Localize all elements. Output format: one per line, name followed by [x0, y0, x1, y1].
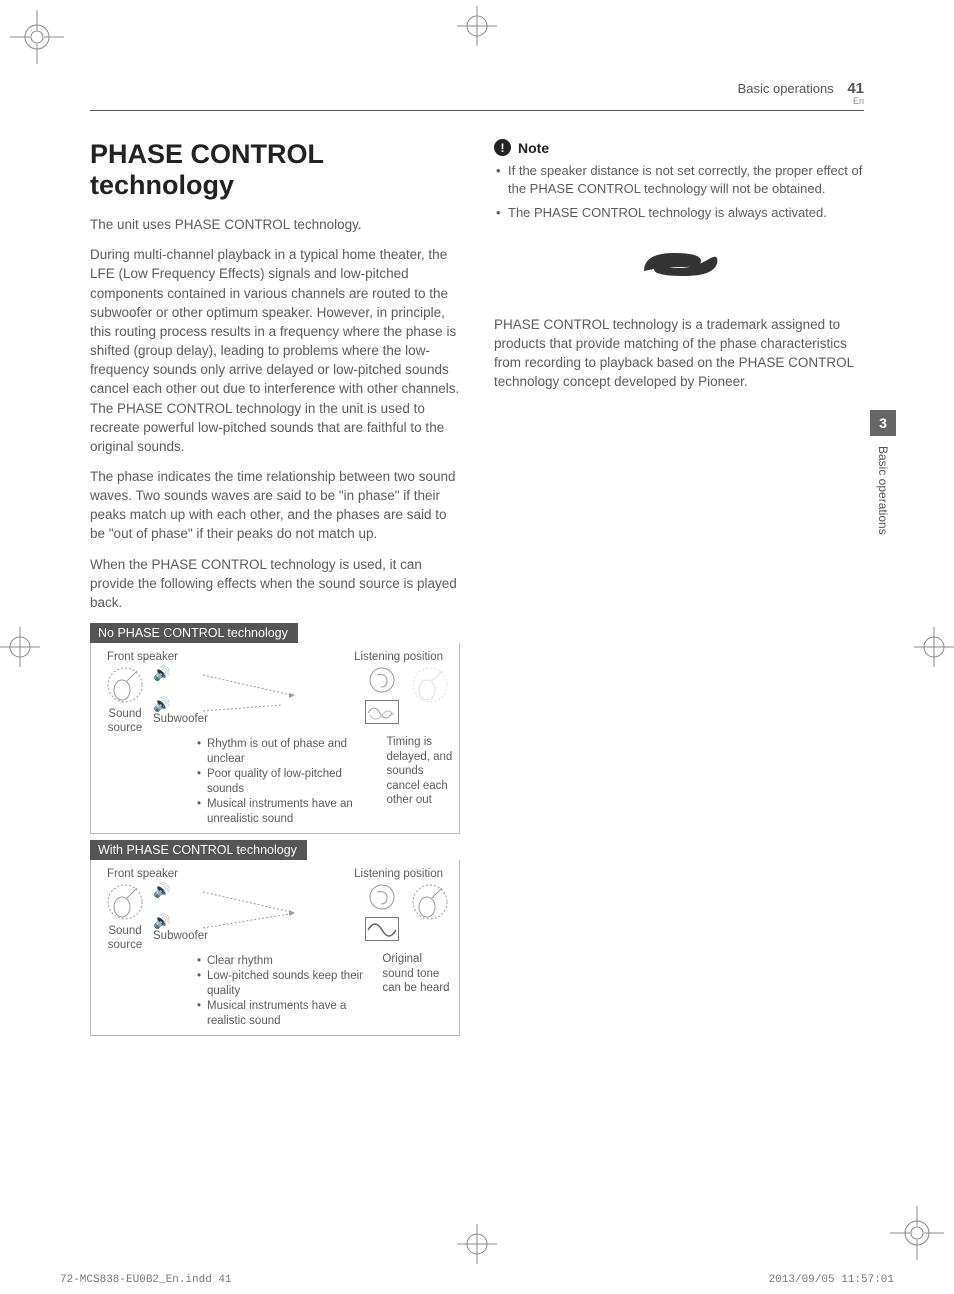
label-front-speaker-2: Front speaker	[107, 868, 178, 882]
header-lang: En	[90, 96, 864, 106]
phase-control-logo	[494, 241, 864, 291]
crop-mark-right	[914, 627, 954, 667]
wave-box-icon	[365, 700, 399, 724]
bullet: Musical instruments have a realistic sou…	[197, 999, 376, 1029]
guitar-icon	[105, 665, 145, 705]
page-content: Basic operations 41 En 3 Basic operation…	[90, 80, 864, 1230]
diagram-with-title: With PHASE CONTROL technology	[90, 840, 307, 860]
diagram-with: With PHASE CONTROL technology Front spea…	[90, 840, 460, 1036]
ear-icon	[367, 882, 397, 912]
crop-mark-br	[890, 1206, 944, 1260]
note-label: Note	[518, 140, 549, 156]
footer: 72-MCS838-EU0B2_En.indd 41 2013/09/05 11…	[60, 1274, 894, 1286]
page-header: Basic operations 41 En	[90, 80, 864, 111]
sound-path-icon	[203, 665, 357, 721]
diagram-without-bullets: Rhythm is out of phase and unclear Poor …	[97, 737, 380, 827]
guitar-icon	[105, 882, 145, 922]
bullet: Low-pitched sounds keep their quality	[197, 969, 376, 999]
diagram-with-sidenote: Original sound tone can be heard	[376, 952, 453, 1029]
paragraph-1: The unit uses PHASE CONTROL technology.	[90, 215, 460, 234]
bullet: Musical instruments have an unrealistic …	[197, 797, 380, 827]
speaker-icon: 🔊	[153, 696, 203, 713]
crop-mark-bottom	[457, 1224, 497, 1264]
wave-box-icon	[365, 917, 399, 941]
note-heading: ! Note	[494, 139, 864, 156]
diagram-without-title: No PHASE CONTROL technology	[90, 623, 298, 643]
label-subwoofer-2: Subwoofer	[153, 930, 203, 944]
header-page-number: 41	[847, 80, 864, 97]
bullet: Poor quality of low-pitched sounds	[197, 767, 380, 797]
paragraph-4: When the PHASE CONTROL technology is use…	[90, 555, 460, 612]
paragraph-2: During multi-channel playback in a typic…	[90, 245, 460, 456]
label-listening-1: Listening position	[354, 651, 443, 665]
label-front-speaker-1: Front speaker	[107, 651, 178, 665]
bullet: Clear rhythm	[197, 954, 376, 969]
guitar-faint-icon	[410, 665, 450, 705]
right-column: ! Note If the speaker distance is not se…	[494, 139, 864, 1036]
diagram-with-bullets: Clear rhythm Low-pitched sounds keep the…	[97, 954, 376, 1029]
label-sound-source-1: Sound source	[97, 708, 153, 736]
note-item: If the speaker distance is not set corre…	[496, 162, 864, 198]
label-sound-source-2: Sound source	[97, 925, 153, 953]
footer-file: 72-MCS838-EU0B2_En.indd 41	[60, 1274, 232, 1286]
label-subwoofer-1: Subwoofer	[153, 713, 203, 727]
tab-number: 3	[870, 410, 896, 436]
footer-timestamp: 2013/09/05 11:57:01	[769, 1274, 894, 1286]
speaker-icon: 🔊	[153, 913, 203, 930]
crop-mark-top	[457, 6, 497, 46]
sound-path-icon	[203, 882, 357, 938]
header-section: Basic operations	[738, 81, 834, 96]
note-list: If the speaker distance is not set corre…	[494, 162, 864, 223]
crop-mark-tl	[10, 10, 64, 64]
bullet: Rhythm is out of phase and unclear	[197, 737, 380, 767]
page-title: PHASE CONTROL technology	[90, 139, 460, 201]
diagram-without: No PHASE CONTROL technology Front speake…	[90, 623, 460, 834]
left-column: PHASE CONTROL technology The unit uses P…	[90, 139, 460, 1036]
trademark-text: PHASE CONTROL technology is a trademark …	[494, 315, 864, 392]
note-icon: !	[494, 139, 511, 156]
diagram-without-sidenote: Timing is delayed, and sounds cancel eac…	[380, 735, 453, 827]
label-listening-2: Listening position	[354, 868, 443, 882]
side-tab: 3 Basic operations	[870, 410, 896, 540]
guitar-icon	[410, 882, 450, 922]
crop-mark-left	[0, 627, 40, 667]
speaker-icon: 🔊	[153, 882, 203, 899]
speaker-icon: 🔊	[153, 665, 203, 682]
paragraph-3: The phase indicates the time relationshi…	[90, 467, 460, 544]
tab-label: Basic operations	[876, 446, 890, 535]
note-item: The PHASE CONTROL technology is always a…	[496, 204, 864, 222]
ear-icon	[367, 665, 397, 695]
